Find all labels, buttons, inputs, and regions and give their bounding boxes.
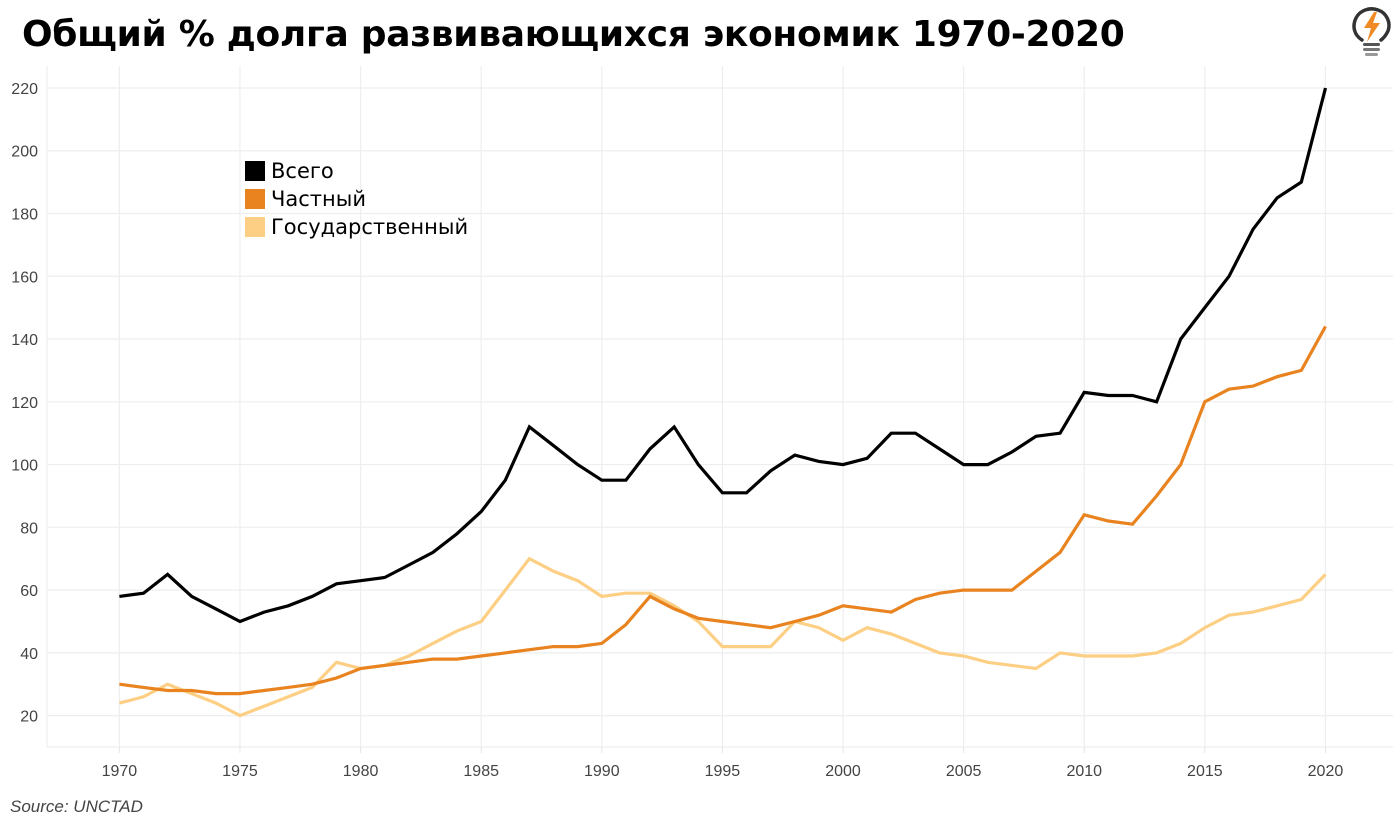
x-tick-label: 2005	[946, 763, 982, 780]
lightning-bolt	[1364, 12, 1380, 42]
y-tick-label: 80	[20, 520, 38, 537]
legend-label-total: Всего	[271, 159, 334, 183]
legend: Всего Частный Государственный	[245, 157, 468, 241]
legend-swatch-total	[245, 161, 265, 181]
y-tick-label: 160	[11, 269, 38, 286]
lightbulb-lightning-icon	[1352, 7, 1391, 56]
y-tick-label: 40	[20, 646, 38, 663]
x-tick-label: 1980	[343, 763, 379, 780]
y-tick-label: 180	[11, 206, 38, 223]
bulb-base-3	[1365, 53, 1378, 56]
x-tick-label: 2010	[1066, 763, 1102, 780]
chart-title: Общий % долга развивающихся экономик 197…	[22, 14, 1125, 55]
y-tick-label: 200	[11, 144, 38, 161]
y-axis-ticks: 20 40 60 80 100 120 140 160 180 200 220	[11, 81, 38, 726]
bulb-base-1	[1363, 43, 1380, 46]
x-tick-label: 1990	[584, 763, 620, 780]
legend-swatch-private	[245, 189, 265, 209]
series-lines	[118, 87, 1328, 718]
series-line-private	[119, 325, 1327, 696]
grid-lines	[46, 66, 1393, 748]
legend-item-state[interactable]: Государственный	[245, 213, 468, 241]
y-tick-label: 220	[11, 81, 38, 98]
legend-item-private[interactable]: Частный	[245, 185, 468, 213]
legend-label-private: Частный	[271, 187, 367, 211]
x-axis-ticks: 1970 1975 1980 1985 1990 1995 2000 2005 2010 2015…	[102, 747, 1344, 780]
series-line-state	[118, 556, 1327, 718]
x-tick-label: 2015	[1187, 763, 1223, 780]
source-note: Source: UNCTAD	[10, 797, 143, 816]
x-tick-label: 1995	[705, 763, 741, 780]
x-tick-label: 2000	[825, 763, 861, 780]
y-tick-label: 140	[11, 332, 38, 349]
legend-item-total[interactable]: Всего	[245, 157, 468, 185]
bulb-outline	[1352, 7, 1391, 42]
y-tick-label: 20	[20, 709, 38, 726]
y-tick-label: 120	[11, 395, 38, 412]
legend-label-state: Государственный	[271, 215, 469, 239]
x-tick-label: 2020	[1308, 763, 1344, 780]
x-tick-label: 1970	[102, 763, 138, 780]
x-tick-label: 1975	[222, 763, 258, 780]
series-line-total	[119, 87, 1328, 624]
y-tick-label: 100	[11, 458, 38, 475]
legend-swatch-state	[245, 217, 265, 237]
bulb-base-2	[1363, 48, 1380, 51]
x-tick-label: 1985	[463, 763, 499, 780]
y-tick-label: 60	[20, 583, 38, 600]
